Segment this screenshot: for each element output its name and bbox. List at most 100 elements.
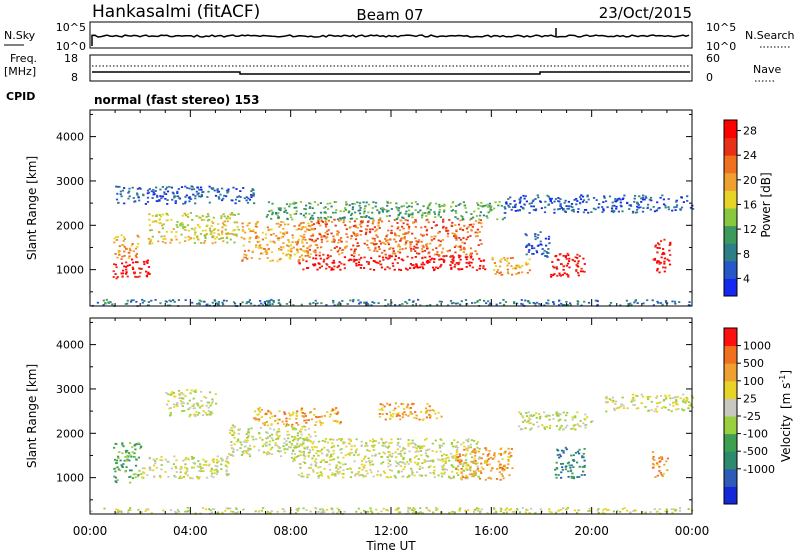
data-cell xyxy=(569,302,572,305)
data-cell xyxy=(558,274,562,276)
data-cell xyxy=(341,300,344,302)
data-cell xyxy=(172,463,175,465)
colorbar-tick-label: 12 xyxy=(743,223,757,236)
data-cell xyxy=(442,464,445,466)
data-cell xyxy=(621,403,624,406)
data-cell xyxy=(323,446,326,449)
data-cell xyxy=(503,468,506,471)
data-cell xyxy=(136,276,139,278)
data-cell xyxy=(461,268,464,270)
data-cell xyxy=(564,255,568,257)
data-cell xyxy=(145,275,148,277)
data-cell xyxy=(377,221,380,224)
data-cell xyxy=(449,300,453,302)
data-cell xyxy=(293,202,296,205)
data-cell xyxy=(564,199,567,202)
data-cell xyxy=(201,229,205,232)
data-cell xyxy=(543,426,546,429)
data-cell xyxy=(548,510,551,513)
data-cell xyxy=(229,432,232,434)
data-cell xyxy=(176,221,179,223)
data-cell xyxy=(332,419,335,422)
data-cell xyxy=(667,198,670,200)
data-cell xyxy=(532,302,535,304)
data-cell xyxy=(565,205,568,207)
data-cell xyxy=(570,209,573,212)
data-cell xyxy=(320,415,323,418)
data-cell xyxy=(265,444,268,447)
data-cell xyxy=(561,512,564,515)
data-cell xyxy=(463,204,467,207)
data-cell xyxy=(350,254,353,257)
data-cell xyxy=(385,256,388,259)
data-cell xyxy=(458,256,461,259)
data-cell xyxy=(113,237,116,240)
data-cell xyxy=(247,301,251,303)
data-cell xyxy=(416,463,419,466)
data-cell xyxy=(476,507,479,509)
colorbar-segment xyxy=(724,363,737,382)
data-cell xyxy=(629,204,632,206)
data-cell xyxy=(335,465,338,467)
data-cell xyxy=(285,303,289,305)
data-cell xyxy=(421,248,424,250)
data-cell xyxy=(436,251,439,253)
data-cell xyxy=(513,301,516,303)
data-cell xyxy=(435,253,438,256)
data-cell xyxy=(241,450,244,453)
data-cell xyxy=(327,450,330,453)
data-cell xyxy=(471,302,474,304)
data-cell xyxy=(282,221,285,224)
data-cell xyxy=(515,273,518,275)
data-cell xyxy=(499,478,502,481)
data-cell xyxy=(457,263,460,266)
data-cell xyxy=(251,251,254,254)
data-cell xyxy=(126,455,129,458)
data-cell xyxy=(192,461,195,464)
data-cell xyxy=(244,231,247,234)
data-cell xyxy=(260,247,264,250)
data-cell xyxy=(411,442,414,444)
data-cell xyxy=(418,474,421,477)
data-cell xyxy=(376,250,379,253)
x-tick-label: 20:00 xyxy=(574,524,609,538)
data-cell xyxy=(119,469,122,472)
data-cell xyxy=(319,471,322,474)
data-cell xyxy=(479,470,482,472)
data-cell xyxy=(268,301,271,304)
data-cell xyxy=(413,474,416,477)
data-cell xyxy=(578,465,581,468)
data-cell xyxy=(488,304,491,306)
data-cell xyxy=(577,260,580,263)
data-cell xyxy=(614,403,617,405)
data-cell xyxy=(363,267,366,269)
data-cell xyxy=(469,252,472,255)
data-cell xyxy=(239,447,242,449)
data-cell xyxy=(343,267,346,270)
colorbar-segment xyxy=(724,345,737,364)
data-cell xyxy=(369,440,372,442)
data-cell xyxy=(413,416,416,419)
data-cell xyxy=(594,208,597,211)
data-cell xyxy=(445,454,448,456)
data-cell xyxy=(182,202,185,205)
data-cell xyxy=(675,399,678,401)
data-cell xyxy=(190,198,193,200)
data-cell xyxy=(480,466,483,469)
data-cell xyxy=(236,225,239,228)
data-cell xyxy=(432,511,435,514)
data-cell xyxy=(102,299,105,302)
data-cell xyxy=(451,255,454,258)
data-cell xyxy=(392,250,395,252)
data-cell xyxy=(249,302,252,305)
data-cell xyxy=(491,258,494,261)
data-cell xyxy=(242,452,245,455)
data-cell xyxy=(416,203,419,206)
data-cell xyxy=(650,409,653,411)
data-cell xyxy=(249,448,252,450)
data-cell xyxy=(207,409,210,412)
data-cell xyxy=(358,453,361,456)
data-cell xyxy=(299,256,302,258)
data-cell xyxy=(148,188,151,190)
data-cell xyxy=(139,188,142,190)
